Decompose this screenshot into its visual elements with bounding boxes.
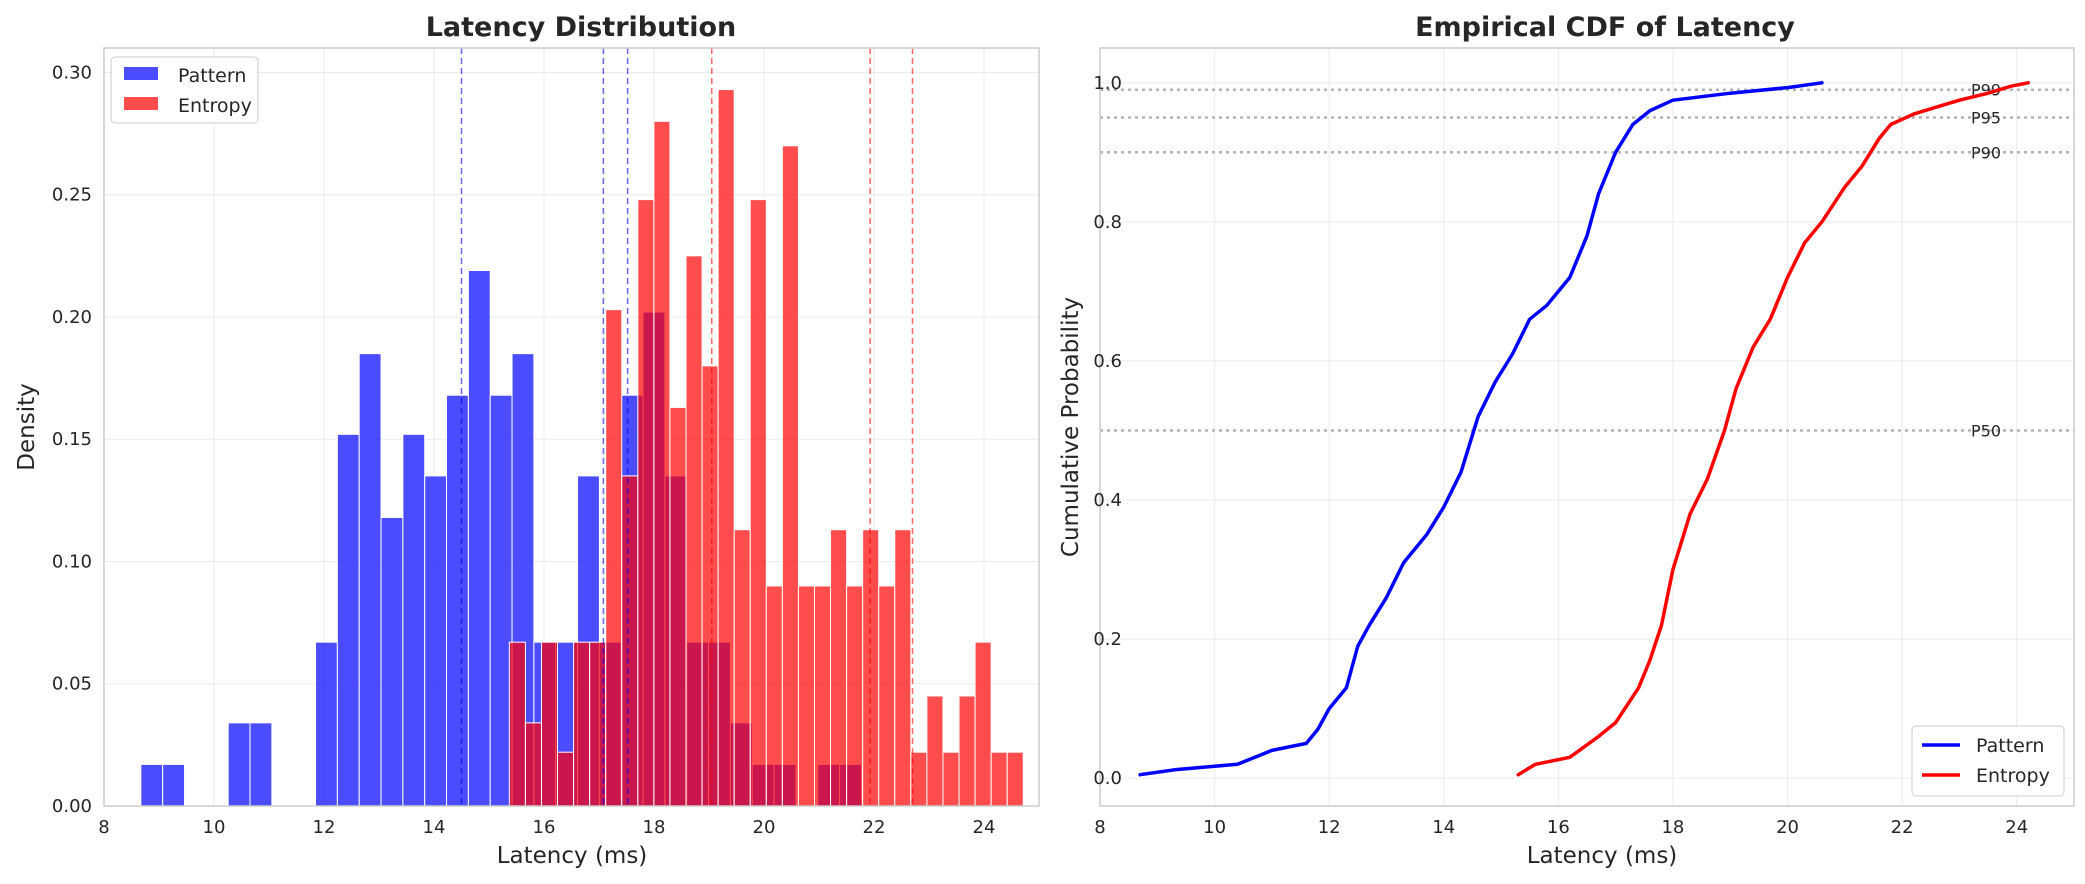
histogram-bar-pattern [316, 642, 338, 806]
cdf-x-tick-label: 22 [1891, 817, 1914, 838]
histogram-bar-entropy [734, 530, 750, 806]
cdf-y-tick-label: 0.4 [1093, 490, 1122, 511]
histogram-bar-pattern [337, 434, 359, 806]
histogram-bar-entropy [525, 723, 541, 806]
histogram-bar-entropy [766, 586, 782, 806]
histogram-bar-entropy [959, 696, 975, 806]
histogram-bar-entropy [927, 696, 943, 806]
cdf-y-tick-label: 0.6 [1093, 351, 1122, 372]
cdf-reference-label-p90: P90 [1971, 143, 2001, 162]
histogram-bar-entropy [798, 586, 814, 806]
cdf-x-tick-label: 20 [1776, 817, 1799, 838]
histogram-bar-entropy [606, 310, 622, 806]
cdf-x-tick-label: 14 [1432, 817, 1455, 838]
histogram-bar-entropy [686, 256, 702, 806]
histogram-x-tick-label: 20 [753, 817, 776, 838]
histogram-bar-entropy [991, 752, 1007, 806]
histogram-bar-pattern [447, 395, 469, 806]
cdf-y-axis-label: Cumulative Probability [1058, 297, 1084, 557]
histogram-x-tick-label: 24 [973, 817, 996, 838]
histogram-y-tick-label: 0.00 [52, 796, 92, 817]
legend-swatch-entropy [124, 97, 158, 110]
cdf-y-tick-label: 1.0 [1093, 73, 1122, 94]
histogram-x-tick-label: 8 [98, 817, 109, 838]
histogram-y-tick-label: 0.20 [52, 307, 92, 328]
histogram-bar-pattern [141, 764, 163, 806]
histogram-legend: Pattern Entropy [111, 57, 258, 123]
histogram-title: Latency Distribution [426, 12, 737, 43]
histogram-bar-entropy [638, 200, 654, 806]
cdf-y-tick-label: 0.2 [1093, 629, 1122, 650]
histogram-bar-entropy [670, 407, 686, 806]
histogram-bar-entropy [895, 530, 911, 806]
histogram-bar-entropy [879, 586, 895, 806]
histogram-y-tick-label: 0.10 [52, 551, 92, 572]
histogram-bar-pattern [381, 517, 403, 806]
histogram-x-tick-label: 18 [643, 817, 666, 838]
histogram-bar-entropy [574, 642, 590, 806]
cdf-legend-label-entropy: Entropy [1976, 765, 2050, 787]
cdf-legend-label-pattern: Pattern [1976, 735, 2044, 757]
histogram-bar-pattern [490, 395, 512, 806]
histogram-y-tick-label: 0.15 [52, 429, 92, 450]
histogram-bar-entropy [847, 586, 863, 806]
cdf-x-tick-label: 16 [1547, 817, 1570, 838]
cdf-legend: Pattern Entropy [1912, 726, 2064, 796]
cdf-x-tick-label: 18 [1661, 817, 1684, 838]
histogram-bar-entropy [541, 642, 557, 806]
cdf-y-tick-label: 0.8 [1093, 212, 1122, 233]
histogram-bar-pattern [250, 723, 272, 806]
legend-label-pattern: Pattern [178, 65, 246, 87]
histogram-bar-entropy [558, 752, 574, 806]
histogram-bar-pattern [163, 764, 185, 806]
cdf-x-axis-label: Latency (ms) [1527, 843, 1678, 869]
cdf-x-tick-label: 8 [1094, 817, 1105, 838]
histogram-bar-entropy [943, 752, 959, 806]
histogram-bar-entropy [718, 90, 734, 806]
histogram-bar-entropy [509, 642, 525, 806]
histogram-bar-entropy [814, 586, 830, 806]
histogram-y-axis-label: Density [14, 383, 40, 470]
cdf-x-tick-label: 12 [1318, 817, 1341, 838]
legend-label-entropy: Entropy [178, 95, 252, 117]
histogram-bar-entropy [831, 530, 847, 806]
histogram-x-tick-label: 10 [203, 817, 226, 838]
cdf-x-tick-label: 10 [1203, 817, 1226, 838]
legend-swatch-pattern [124, 67, 158, 80]
histogram-bar-entropy [782, 146, 798, 806]
cdf-y-tick-label: 0.0 [1093, 768, 1122, 789]
cdf-x-tick-label: 24 [2005, 817, 2028, 838]
histogram-bar-entropy [911, 752, 927, 806]
histogram-bar-entropy [1007, 752, 1023, 806]
histogram-y-tick-label: 0.05 [52, 674, 92, 695]
histogram-x-tick-label: 16 [533, 817, 556, 838]
histogram-y-tick-label: 0.25 [52, 185, 92, 206]
histogram-bar-entropy [750, 200, 766, 806]
histogram-bar-pattern [425, 476, 447, 806]
histogram-bar-entropy [975, 642, 991, 806]
cdf-reference-label-p95: P95 [1971, 109, 2001, 128]
histogram-x-tick-label: 14 [423, 817, 446, 838]
histogram-bar-pattern [359, 354, 381, 806]
histogram-x-tick-label: 12 [313, 817, 336, 838]
histogram-y-tick-label: 0.30 [52, 62, 92, 83]
histogram-bar-pattern [403, 434, 425, 806]
histogram-bar-entropy [702, 366, 718, 806]
histogram-x-tick-label: 22 [863, 817, 886, 838]
histogram-bar-pattern [468, 271, 490, 806]
cdf-title: Empirical CDF of Latency [1415, 12, 1795, 43]
histogram-bar-pattern [228, 723, 250, 806]
histogram-bar-entropy [622, 476, 638, 806]
histogram-x-axis-label: Latency (ms) [497, 843, 648, 869]
cdf-reference-label-p50: P50 [1971, 421, 2001, 440]
histogram-bar-entropy [654, 121, 670, 806]
